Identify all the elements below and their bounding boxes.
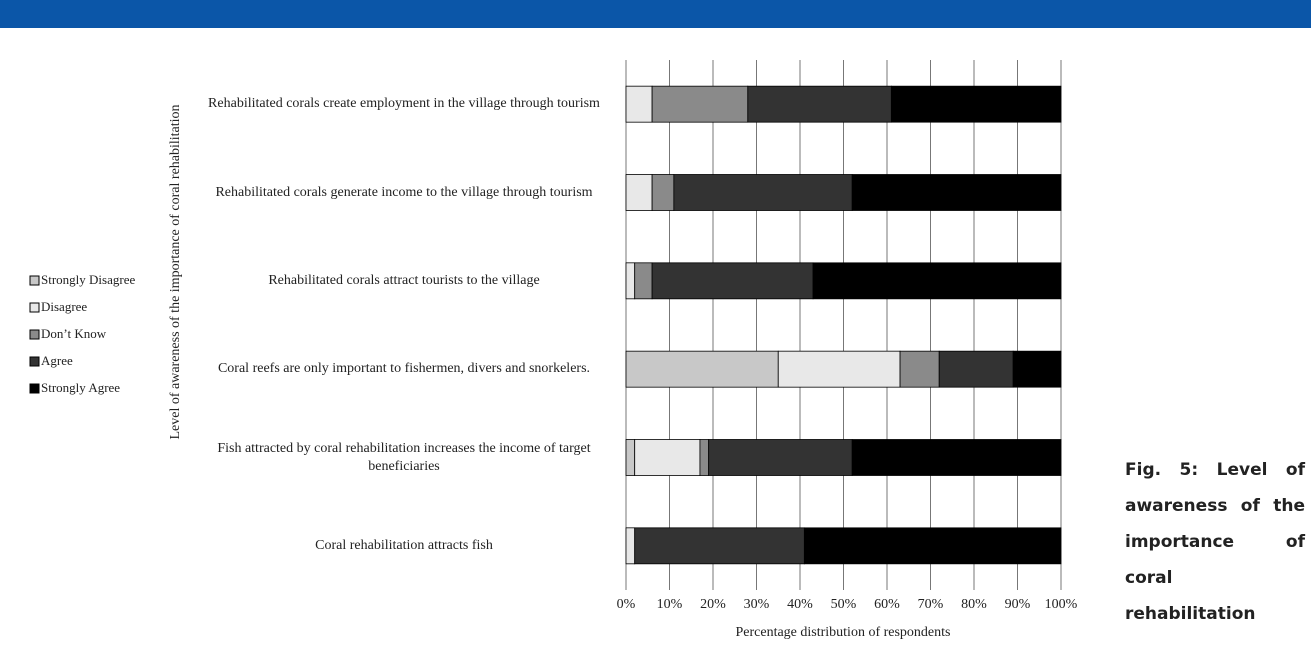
x-tick-label: 70%	[918, 597, 944, 612]
bar-segment	[899, 350, 940, 388]
category-label: Rehabilitated corals generate income to …	[215, 184, 593, 200]
x-tick-label: 40%	[787, 597, 813, 612]
bar-segment	[812, 262, 1062, 300]
x-tick-label: 60%	[874, 597, 900, 612]
legend-swatch	[29, 383, 40, 394]
category-label: Rehabilitated corals attract tourists to…	[268, 272, 540, 288]
legend-label: Agree	[41, 353, 73, 368]
category-label: Rehabilitated corals create employment i…	[208, 96, 600, 112]
bar-segment	[625, 350, 779, 388]
bar-segment	[651, 85, 749, 123]
x-axis-title: Percentage distribution of respondents	[735, 625, 950, 640]
legend-swatch	[29, 329, 40, 340]
x-tick-label: 30%	[744, 597, 770, 612]
legend-label: Strongly Agree	[41, 380, 120, 395]
bar-segment	[890, 85, 1062, 123]
legend-swatch	[29, 302, 40, 313]
category-label: Coral reefs are only important to fisher…	[217, 361, 591, 377]
bar-segment	[634, 527, 805, 565]
legend-label: Don’t Know	[41, 326, 107, 341]
bar-segment	[708, 439, 853, 476]
legend-swatch	[29, 275, 40, 286]
bar-segment	[625, 174, 653, 211]
bar-segment	[851, 439, 1062, 476]
caption: Fig. 5: Level of awareness of the import…	[1125, 460, 1305, 624]
bar-segment	[625, 262, 636, 300]
top-bar	[0, 0, 1311, 28]
bar-segment	[634, 439, 701, 476]
category-label: Coral rehabilitation attracts fish	[315, 537, 493, 553]
bar-segment	[634, 262, 653, 300]
x-tick-label: 20%	[700, 597, 726, 612]
legend-swatch	[29, 356, 40, 367]
bar-segment	[625, 527, 636, 565]
bar-segment	[673, 174, 853, 211]
x-tick-label: 0%	[617, 597, 636, 612]
bar-segment	[803, 527, 1062, 565]
bar-segment	[699, 439, 710, 476]
bar-segment	[747, 85, 892, 123]
y-axis-title: Level of awareness of the importance of …	[168, 104, 183, 439]
legend-label: Disagree	[41, 299, 87, 314]
bar-segment	[625, 85, 653, 123]
x-tick-label: 50%	[831, 597, 857, 612]
bar-segment	[1012, 350, 1062, 388]
bar-segment	[625, 439, 636, 476]
legend-label: Strongly Disagree	[41, 272, 135, 287]
bar-segment	[938, 350, 1014, 388]
bar-segment	[851, 174, 1062, 211]
category-label: Fish attracted by coral rehabilitation i…	[217, 440, 591, 474]
bar-segment	[651, 262, 814, 300]
x-tick-label: 10%	[657, 597, 683, 612]
bar-segment	[777, 350, 901, 388]
x-tick-label: 100%	[1045, 597, 1078, 612]
bar-segment	[651, 174, 675, 211]
x-tick-label: 80%	[961, 597, 987, 612]
x-tick-label: 90%	[1005, 597, 1031, 612]
